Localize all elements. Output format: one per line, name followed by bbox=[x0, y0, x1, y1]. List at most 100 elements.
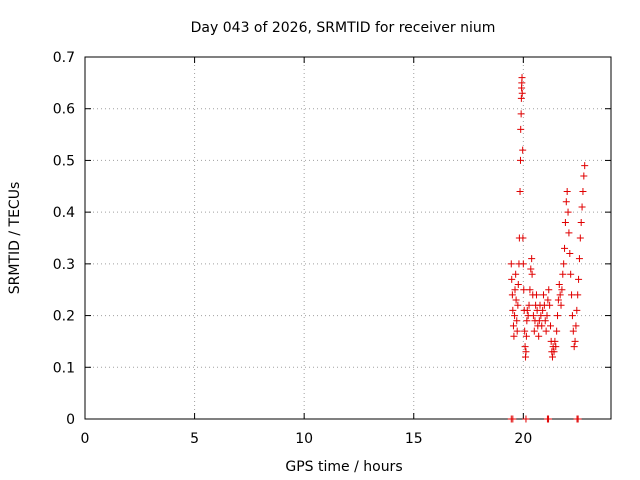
x-tick-label: 0 bbox=[81, 431, 90, 447]
data-point bbox=[581, 162, 589, 170]
chart-title: Day 043 of 2026, SRMTID for receiver niu… bbox=[191, 20, 496, 36]
data-point bbox=[554, 296, 562, 304]
data-point bbox=[528, 255, 536, 263]
data-point bbox=[574, 415, 582, 423]
data-point bbox=[526, 286, 534, 294]
y-axis-label: SRMTID / TECUs bbox=[7, 182, 23, 295]
data-point bbox=[565, 229, 573, 237]
data-point bbox=[570, 343, 578, 351]
y-tick-label: 0.4 bbox=[53, 205, 75, 221]
data-point bbox=[517, 125, 525, 133]
data-point bbox=[521, 327, 529, 335]
data-point bbox=[543, 312, 551, 320]
y-tick-label: 0.1 bbox=[53, 360, 75, 376]
data-point bbox=[535, 317, 543, 325]
y-tick-label: 0 bbox=[66, 412, 75, 428]
data-point bbox=[535, 332, 543, 340]
data-point bbox=[567, 270, 575, 278]
data-point bbox=[523, 306, 531, 314]
data-point bbox=[564, 208, 572, 216]
data-point bbox=[508, 275, 516, 283]
data-point bbox=[559, 270, 567, 278]
data-point bbox=[568, 312, 576, 320]
data-point bbox=[519, 260, 527, 268]
y-tick-label: 0.5 bbox=[53, 153, 75, 169]
data-point bbox=[511, 286, 519, 294]
data-point bbox=[512, 296, 520, 304]
data-point bbox=[566, 250, 574, 258]
data-point bbox=[522, 332, 530, 340]
data-point bbox=[525, 301, 533, 309]
data-point bbox=[578, 203, 586, 211]
data-point bbox=[558, 286, 566, 294]
data-point bbox=[539, 291, 547, 299]
x-tick-label: 20 bbox=[514, 431, 532, 447]
data-point bbox=[530, 327, 538, 335]
data-point bbox=[510, 332, 518, 340]
data-point bbox=[542, 327, 550, 335]
plot-frame bbox=[84, 56, 612, 420]
data-point bbox=[527, 265, 535, 273]
data-point bbox=[577, 218, 585, 226]
data-point bbox=[519, 146, 527, 154]
data-point bbox=[513, 327, 521, 335]
data-point bbox=[507, 260, 515, 268]
data-point bbox=[508, 291, 516, 299]
data-point bbox=[521, 343, 529, 351]
data-point bbox=[546, 301, 554, 309]
y-axis-tick-labels: 0 0.1 0.2 0.3 0.4 0.5 0.6 0.7 bbox=[53, 50, 75, 428]
data-point bbox=[551, 337, 559, 345]
data-point bbox=[574, 291, 582, 299]
data-point bbox=[557, 301, 565, 309]
data-point bbox=[513, 317, 521, 325]
data-point bbox=[514, 281, 522, 289]
data-point bbox=[573, 306, 581, 314]
data-point bbox=[516, 187, 524, 195]
y-tick-label: 0.3 bbox=[53, 257, 75, 273]
data-point bbox=[561, 218, 569, 226]
data-point bbox=[509, 415, 517, 423]
data-point bbox=[528, 270, 536, 278]
data-point bbox=[553, 327, 561, 335]
data-point bbox=[514, 301, 522, 309]
data-point bbox=[554, 312, 562, 320]
data-point bbox=[520, 286, 528, 294]
data-point bbox=[517, 110, 525, 118]
data-point bbox=[556, 291, 564, 299]
data-point bbox=[545, 286, 553, 294]
data-point bbox=[516, 156, 524, 164]
data-point bbox=[518, 74, 526, 82]
data-point bbox=[523, 317, 531, 325]
data-point bbox=[511, 312, 519, 320]
data-point bbox=[509, 322, 517, 330]
data-point bbox=[532, 291, 540, 299]
data-point bbox=[547, 322, 555, 330]
data-point bbox=[572, 322, 580, 330]
data-point bbox=[579, 187, 587, 195]
data-point bbox=[545, 415, 553, 423]
data-point bbox=[580, 172, 588, 180]
data-point bbox=[522, 415, 530, 423]
data-point bbox=[552, 343, 560, 351]
data-point bbox=[575, 255, 583, 263]
data-point bbox=[522, 348, 530, 356]
y-tick-label: 0.2 bbox=[53, 309, 75, 325]
data-point bbox=[529, 312, 537, 320]
x-tick-label: 10 bbox=[295, 431, 313, 447]
axis-ticks bbox=[84, 56, 611, 420]
x-axis-label: GPS time / hours bbox=[285, 459, 402, 475]
data-point bbox=[563, 187, 571, 195]
data-point bbox=[548, 353, 556, 361]
data-point bbox=[576, 234, 584, 242]
data-point bbox=[575, 275, 583, 283]
data-points bbox=[507, 74, 589, 423]
data-point bbox=[568, 291, 576, 299]
x-tick-label: 15 bbox=[405, 431, 423, 447]
data-point bbox=[571, 337, 579, 345]
data-point bbox=[544, 296, 552, 304]
data-point bbox=[569, 327, 577, 335]
data-point bbox=[518, 89, 526, 97]
data-point bbox=[550, 348, 558, 356]
data-point bbox=[537, 312, 545, 320]
